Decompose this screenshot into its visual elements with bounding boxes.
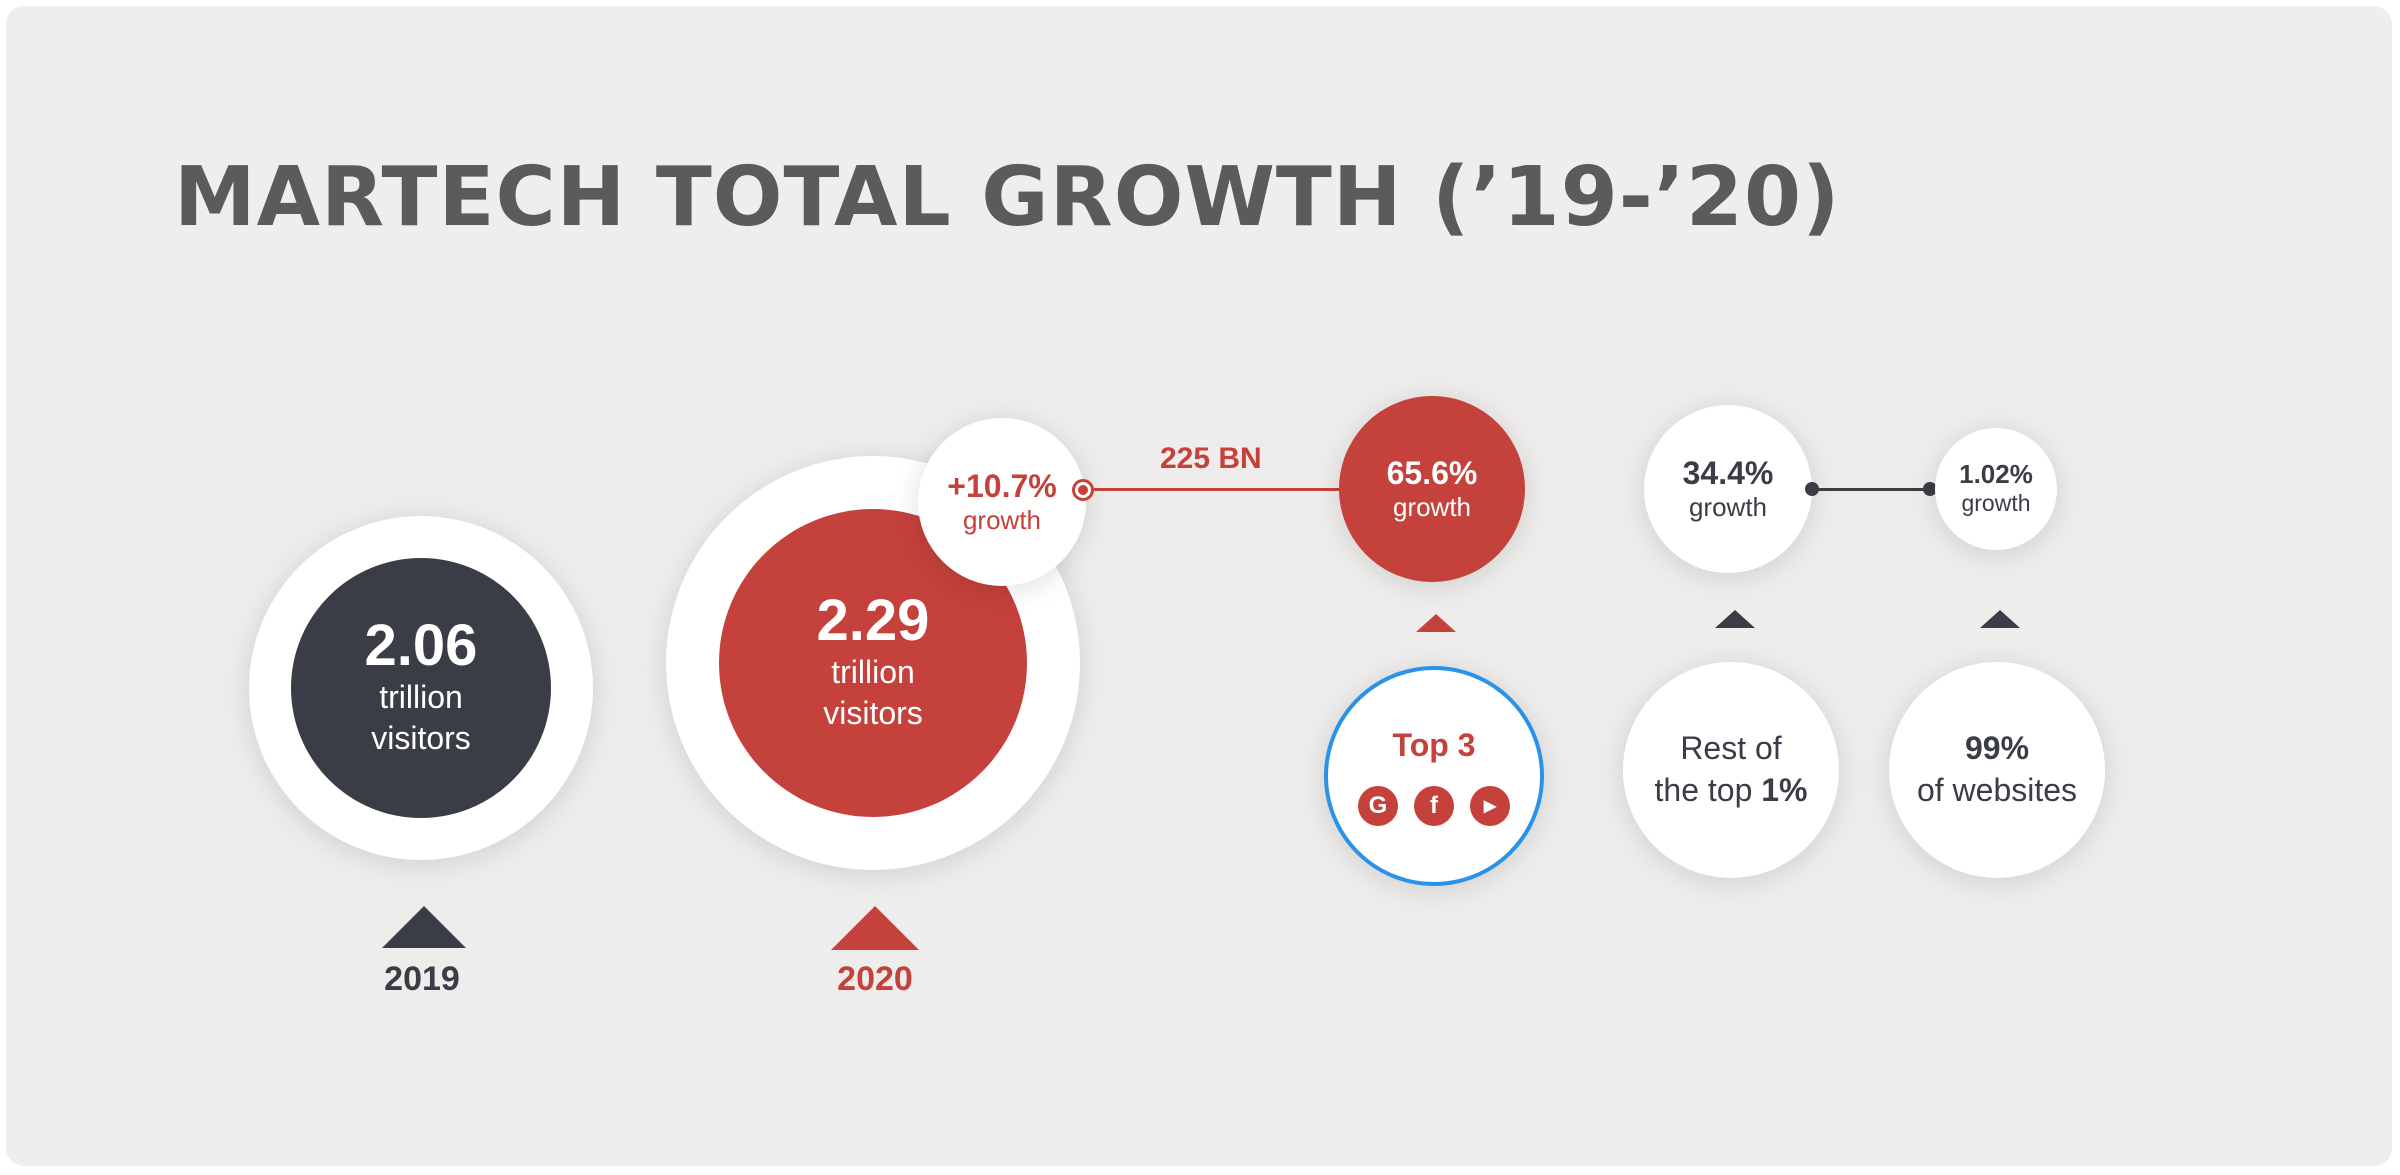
year-2020-value: 2.29 — [816, 587, 930, 653]
rest-line1: Rest of — [1680, 730, 1782, 767]
youtube-icon: ▶ — [1470, 785, 1510, 826]
infographic-card — [6, 6, 2392, 1166]
page-title: MARTECH TOTAL GROWTH (’19-’20) — [174, 150, 1841, 245]
top3-circle: Top 3 G f ▶ — [1324, 666, 1544, 886]
top3-growth-value: 65.6% — [1386, 455, 1478, 491]
connector-label: 225 BN — [1160, 442, 1262, 475]
connector-line-red — [1094, 488, 1344, 491]
year-2019-unit: trillion — [379, 678, 463, 715]
connector-start-dot-core — [1078, 485, 1088, 495]
rest-growth-bubble: 34.4% growth — [1644, 405, 1812, 573]
rest-line2-prefix: the top — [1654, 772, 1762, 808]
connector-dark-dot-right — [1923, 482, 1937, 496]
rest-growth-label: growth — [1688, 491, 1768, 522]
total-growth-bubble: +10.7% growth — [918, 418, 1086, 586]
websites-line2: of websites — [1916, 772, 2078, 808]
websites-growth-bubble: 1.02% growth — [1935, 428, 2057, 550]
rest-line2-bold: 1% — [1761, 772, 1808, 808]
top3-growth-label: growth — [1392, 491, 1472, 522]
year-2019-metric: visitors — [371, 720, 471, 757]
year-2020-label: 2020 — [837, 960, 913, 998]
google-icon: G — [1358, 785, 1398, 826]
total-growth-value: +10.7% — [947, 468, 1057, 504]
rest-line2: the top 1% — [1655, 770, 1808, 812]
top3-marker — [1416, 614, 1456, 632]
connector-dark-dot-left — [1805, 482, 1819, 496]
websites-growth-value: 1.02% — [1959, 459, 2033, 490]
connector-line-dark — [1812, 488, 1932, 491]
websites-line1: 99% — [1964, 730, 2030, 767]
rest-growth-value: 34.4% — [1682, 455, 1774, 491]
year-2020-marker — [831, 906, 919, 950]
rest-circle: Rest of the top 1% — [1623, 662, 1839, 878]
top3-logos: G f ▶ — [1350, 785, 1518, 826]
year-2019-value: 2.06 — [364, 612, 478, 678]
year-2019-circle: 2.06 trillion visitors — [291, 558, 551, 818]
facebook-icon: f — [1414, 785, 1454, 826]
websites-growth-label: growth — [1961, 490, 2031, 517]
year-2019-label: 2019 — [384, 960, 460, 998]
year-2020-metric: visitors — [823, 695, 923, 732]
total-growth-label: growth — [962, 504, 1042, 535]
year-2019-outer-ring: 2.06 trillion visitors — [249, 516, 593, 860]
websites-marker — [1980, 610, 2020, 628]
websites-circle: 99% of websites — [1889, 662, 2105, 878]
year-2019-marker — [382, 906, 466, 948]
rest-marker — [1715, 610, 1755, 628]
top3-label: Top 3 — [1392, 726, 1476, 763]
year-2020-unit: trillion — [831, 653, 915, 690]
top3-growth-bubble: 65.6% growth — [1339, 396, 1525, 582]
